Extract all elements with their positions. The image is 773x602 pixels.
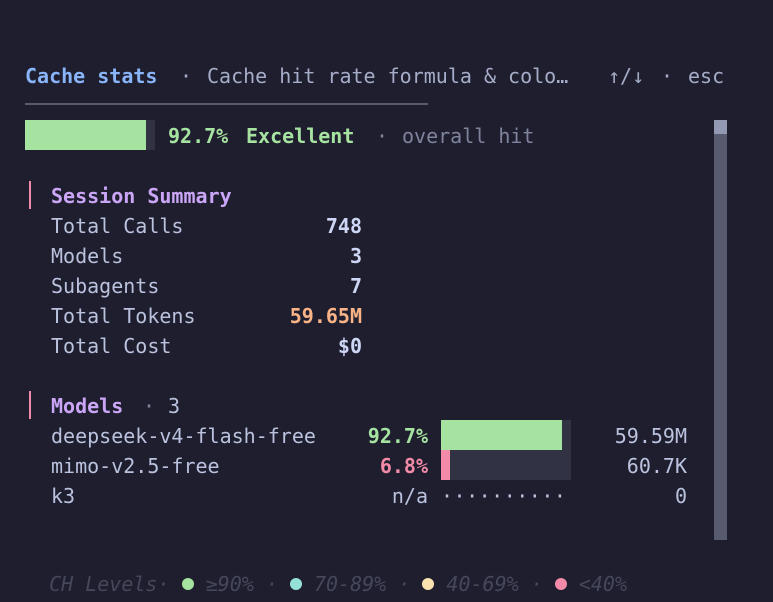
models-separator: · [143,394,156,418]
green-dot-icon [181,578,194,590]
model-hit-bar [441,450,571,480]
models-count: 3 [168,394,181,418]
scrollbar-thumb[interactable] [714,120,727,134]
ch-levels-legend: CH Levels· ≥90% · 70-89% · 40-69% · <40% [25,542,627,598]
summary-label: Total Cost [51,334,172,358]
session-summary-title: Session Summary [51,184,232,208]
teal-dot-icon [289,578,302,590]
legend-item-label: <40% [578,572,628,596]
overall-hit-rating: Excellent [246,124,355,148]
legend-separator: · [530,572,543,596]
legend-separator: · [157,572,170,596]
model-name: deepseek-v4-flash-free [51,424,316,448]
legend-item-label: ≥90% [205,572,254,596]
model-hit-rate: n/a [391,484,428,508]
section-accent-bar [29,391,31,419]
scrollbar-track[interactable] [714,120,727,540]
model-hit-bar-placeholder: ·········· [441,484,567,508]
summary-label: Models [51,244,124,268]
summary-value: 748 [325,214,362,238]
legend-item-label: 70-89% [313,572,387,596]
summary-label: Total Calls [51,214,184,238]
header-separator-2: · [661,64,674,88]
header-separator: · [180,64,193,88]
overall-hit-caption: overall hit [402,124,535,148]
overall-hit-percent: 92.7% [168,124,229,148]
model-hit-bar [441,420,571,450]
model-tokens: 59.59M [614,424,687,448]
model-name: mimo-v2.5-free [51,454,220,478]
panel-title: Cache stats [25,64,158,88]
model-hit-rate: 92.7% [367,424,428,448]
nav-hint[interactable]: ↑/↓ [608,64,645,88]
close-hint[interactable]: esc [688,64,725,88]
model-hit-bar-fill [441,450,450,480]
summary-value: $0 [337,334,362,358]
model-hit-rate: 6.8% [379,454,428,478]
summary-value: 3 [349,244,362,268]
legend-item-label: 40-69% [446,572,519,596]
section-accent-bar [29,181,31,209]
summary-value: 59.65M [289,304,362,328]
model-tokens: 0 [674,484,687,508]
summary-value: 7 [349,274,362,298]
summary-label: Subagents [51,274,160,298]
overall-hit-bar [25,120,155,150]
red-dot-icon [554,578,567,590]
legend-separator: · [265,572,278,596]
overall-hit-bar-fill [25,120,146,150]
model-tokens: 60.7K [626,454,687,478]
panel-subtitle: Cache hit rate formula & colo… [207,64,569,88]
overall-separator: · [376,124,389,148]
yellow-dot-icon [422,578,435,590]
models-title: Models [51,394,124,418]
legend-separator: · [398,572,411,596]
summary-label: Total Tokens [51,304,196,328]
legend-title: CH Levels [49,572,158,596]
header-underline [25,103,428,105]
model-hit-bar-fill [441,420,562,450]
model-name: k3 [51,484,76,508]
